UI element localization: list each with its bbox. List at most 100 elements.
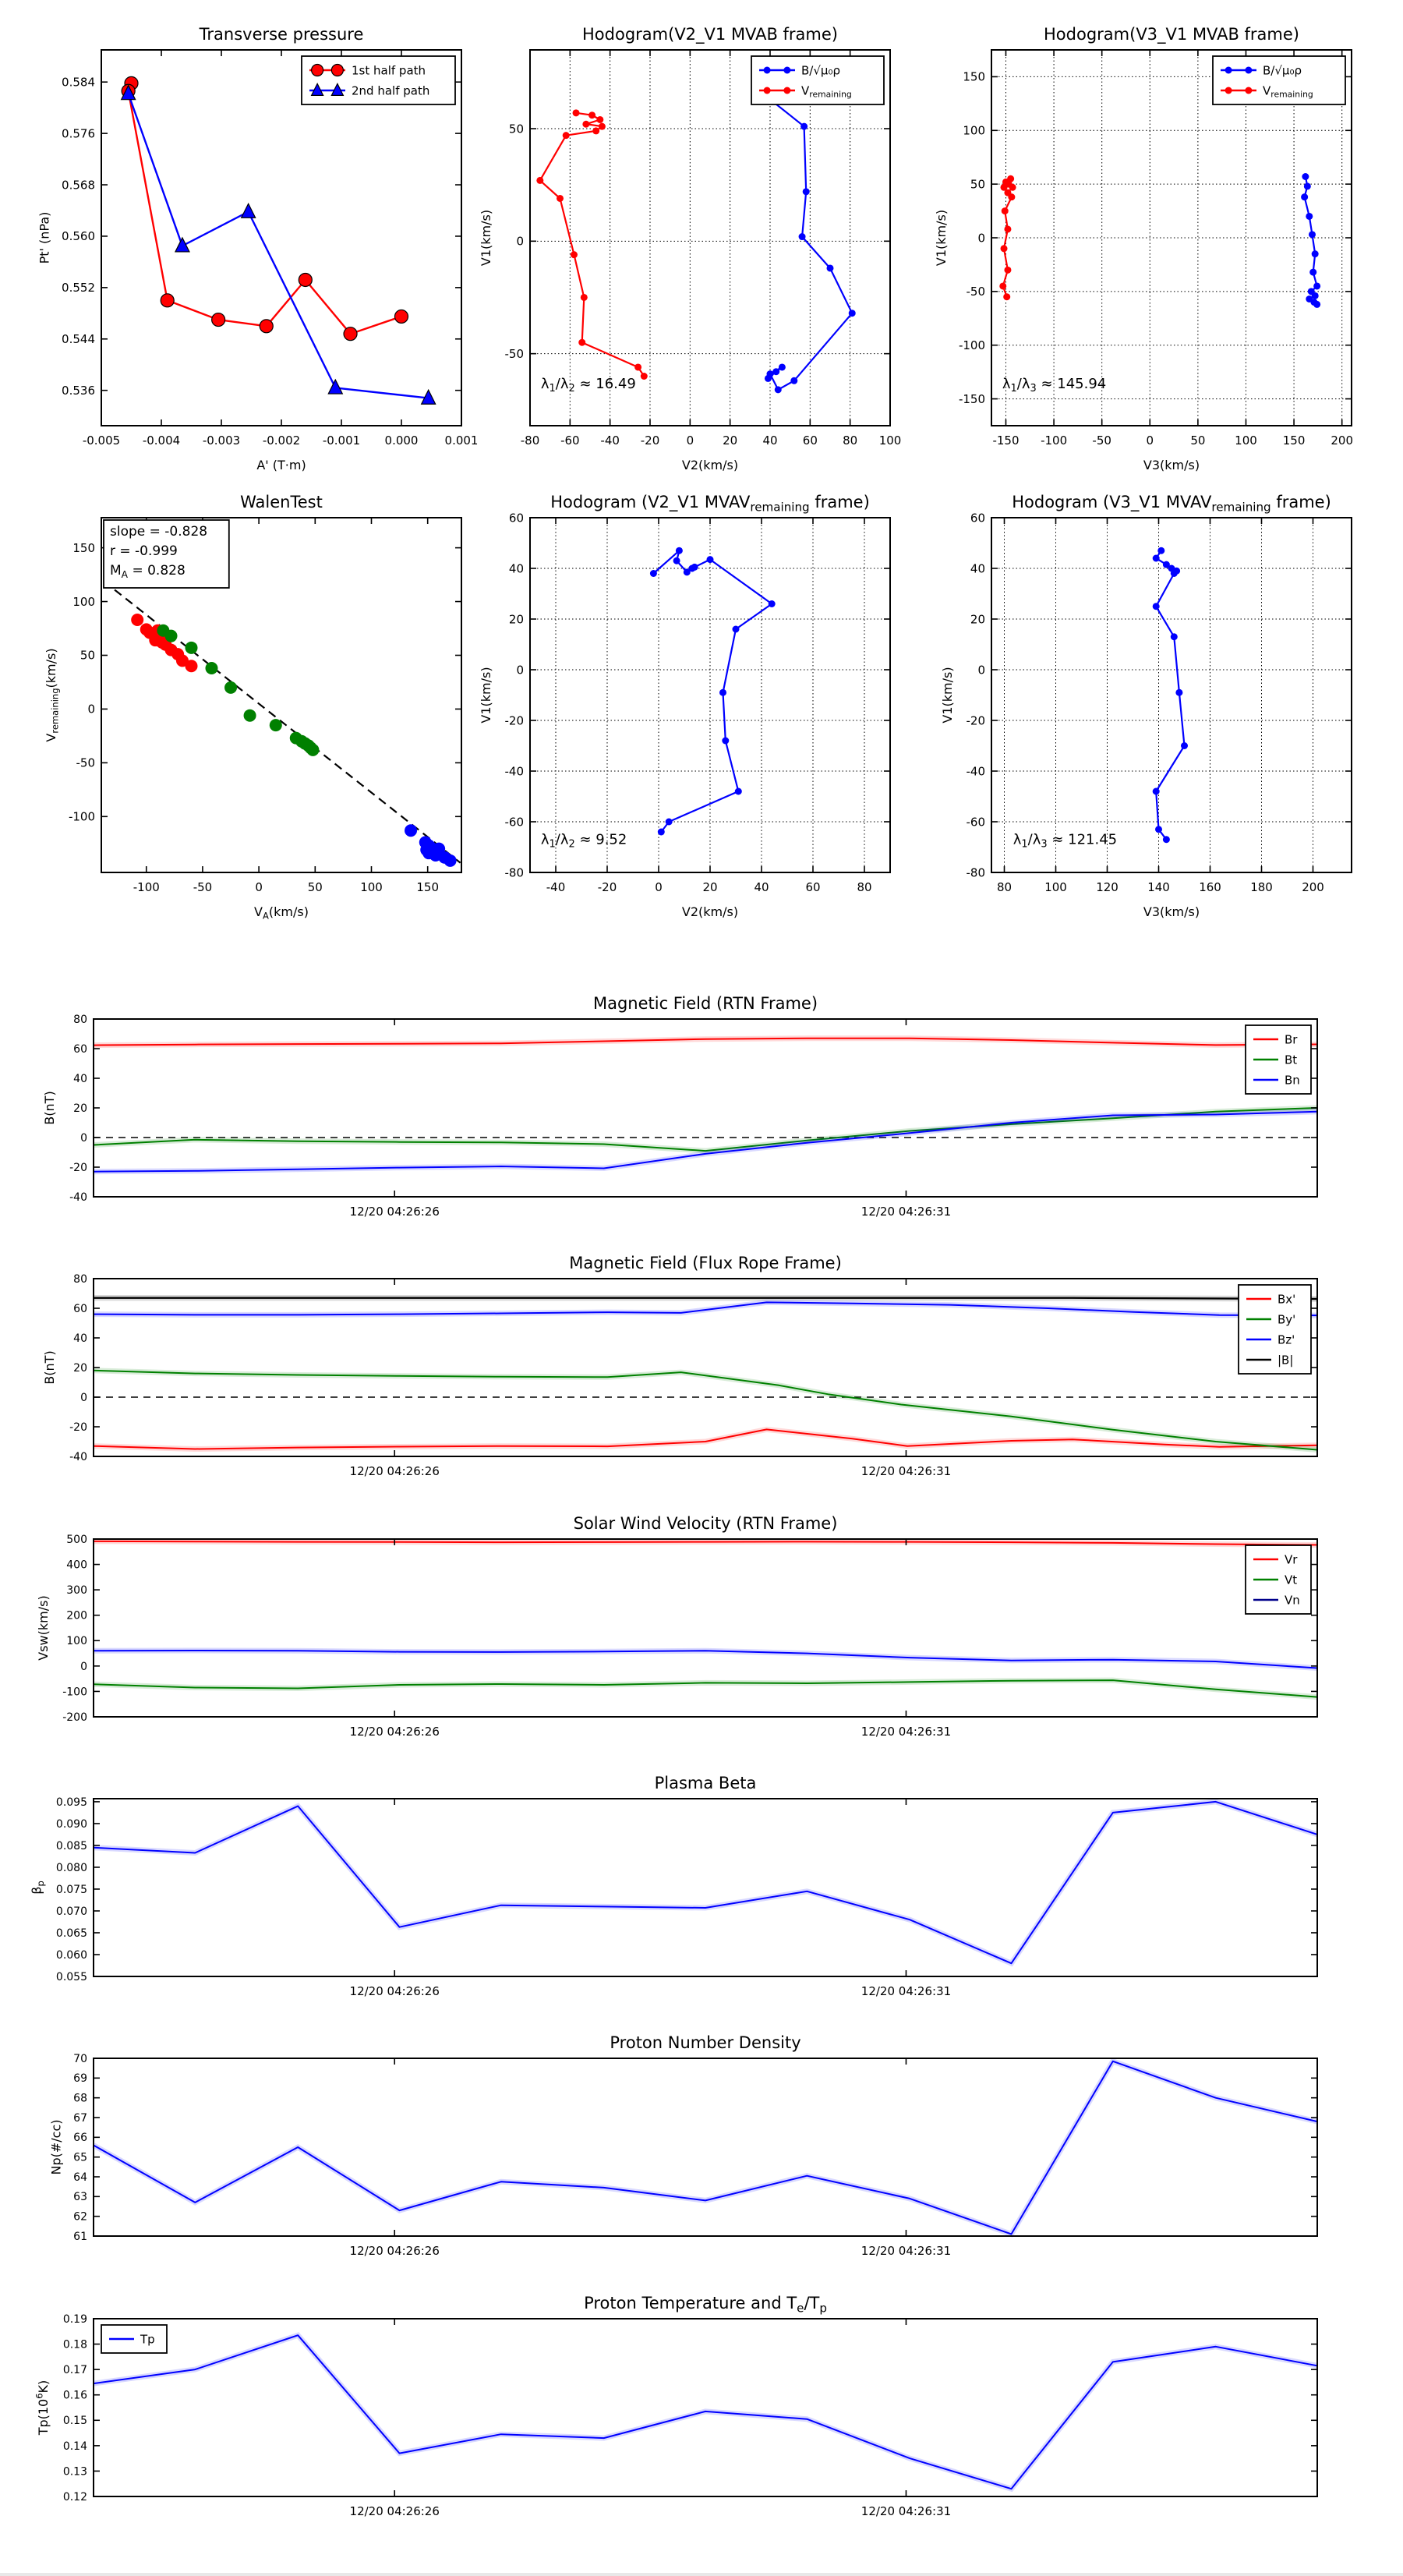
x-tick-label: 0 xyxy=(1147,433,1154,448)
y-tick-label: 66 xyxy=(73,2132,87,2144)
series-b-magnitude-line xyxy=(94,1297,1318,1300)
marker-point xyxy=(706,556,714,564)
marker-point xyxy=(536,176,544,184)
x-tick-label: 200 xyxy=(1302,880,1324,894)
legend-label: |B| xyxy=(1278,1353,1293,1367)
x-tick-label: 80 xyxy=(843,433,857,448)
series-v-remaining-hodogram-markers xyxy=(536,109,648,380)
panel-walen-test: -100 -50 0 50 100 150 -100 -50 0 50 100 150 VA(km/s)… xyxy=(44,493,462,922)
marker-point xyxy=(783,66,791,74)
legend: 1st half path 2nd half path xyxy=(301,55,456,105)
marker-point xyxy=(640,373,648,380)
marker-point xyxy=(1170,570,1178,577)
marker-point xyxy=(160,293,175,308)
lambda-ratio-annotation: λ1/λ3 ≈ 145.94 xyxy=(1002,376,1106,395)
marker-point xyxy=(790,377,798,384)
y-tick-label: 20 xyxy=(73,1102,87,1115)
marker-point xyxy=(405,824,418,837)
marker-point xyxy=(1245,87,1253,94)
legend-label: Tp xyxy=(140,2332,155,2346)
marker-point xyxy=(224,681,238,694)
marker-point xyxy=(205,662,218,675)
panel-hodogram-v3v1-mvab: -150 -100 -50 0 50 100 150 200 -150 -100 -50 0 50 100… xyxy=(934,25,1353,472)
series-v-remaining-hodogram-line xyxy=(539,111,645,377)
marker-point xyxy=(185,641,198,654)
y-tick-label: 0.536 xyxy=(62,384,95,398)
series-v-hodogram-line xyxy=(652,550,773,833)
y-tick-label: 100 xyxy=(72,595,95,609)
y-tick-label: 0 xyxy=(977,231,985,245)
y-tick-label: -80 xyxy=(505,865,525,879)
x-tick-label: 12/20 04:26:31 xyxy=(861,1464,951,1478)
x-tick-label: 20 xyxy=(723,433,737,448)
series-vt-line xyxy=(93,1679,1318,1698)
x-tick-label: 150 xyxy=(416,880,439,894)
marker-point xyxy=(848,310,856,317)
lambda-ratio-annotation: λ1/λ2 ≈ 16.49 xyxy=(541,376,636,395)
x-axis-label: VA(km/s) xyxy=(254,904,309,922)
x-tick-label: 0 xyxy=(687,433,694,448)
y-axis-label: V1(km/s) xyxy=(479,210,493,266)
y-tick-label: -60 xyxy=(967,815,986,829)
y-tick-label: 80 xyxy=(73,1014,87,1026)
y-tick-label: 200 xyxy=(66,1610,87,1622)
y-axis-label: Vsw(km/s) xyxy=(36,1595,51,1660)
marker-point xyxy=(1175,688,1183,696)
x-tick-label: -100 xyxy=(1041,433,1067,448)
series-b-hodogram-markers xyxy=(1301,173,1321,308)
marker-point xyxy=(596,115,604,123)
marker-point xyxy=(420,388,436,405)
y-tick-label: 60 xyxy=(509,511,524,525)
x-tick-label: 60 xyxy=(805,880,820,894)
marker-point xyxy=(634,363,642,371)
y-tick-label: -100 xyxy=(959,338,985,352)
y-tick-label: 50 xyxy=(80,649,95,663)
x-axis-label: V2(km/s) xyxy=(682,904,738,919)
series-tp-line xyxy=(93,2334,1318,2490)
x-tick-label: 160 xyxy=(1199,880,1221,894)
x-tick-label: -150 xyxy=(992,433,1019,448)
legend-label: Bt xyxy=(1285,1053,1297,1067)
y-tick-label: 60 xyxy=(73,1043,87,1056)
marker-point xyxy=(578,338,586,346)
x-tick-label: -50 xyxy=(193,880,213,894)
y-tick-label: -20 xyxy=(967,713,986,727)
panel-title: Plasma Beta xyxy=(655,1774,757,1792)
x-tick-label: 12/20 04:26:31 xyxy=(861,1984,951,1998)
y-tick-label: 40 xyxy=(970,561,985,575)
panel-title: Hodogram (V3_V1 MVAVremaining frame) xyxy=(1012,493,1331,515)
x-tick-label: -80 xyxy=(521,433,540,448)
panel-magnetic-field-flux-rope: 12/20 04:26:26 12/20 04:26:31 -40 -20 0 20 40 6… xyxy=(42,1254,1318,1478)
y-tick-label: 0.18 xyxy=(63,2338,87,2351)
marker-point xyxy=(343,327,358,341)
y-tick-label: 20 xyxy=(970,612,985,626)
legend-label: B/√μ₀ρ xyxy=(1263,63,1302,77)
legend-label: Bn xyxy=(1285,1073,1300,1087)
marker-point xyxy=(774,386,782,394)
y-tick-label: -40 xyxy=(505,764,525,778)
series-first-half-points-markers xyxy=(131,613,198,673)
marker-point xyxy=(826,264,834,272)
marker-point xyxy=(999,282,1007,290)
series-bz-prime-line xyxy=(93,1301,1318,1317)
marker-point xyxy=(732,625,740,633)
series-fit-line-line xyxy=(103,580,461,864)
marker-point xyxy=(657,828,665,836)
x-tick-label: 50 xyxy=(308,880,323,894)
series-second-half-points-markers xyxy=(405,824,457,867)
marker-point xyxy=(175,654,189,667)
y-tick-label: 0 xyxy=(80,1132,87,1145)
x-axis-label: V2(km/s) xyxy=(682,458,738,472)
marker-point xyxy=(1313,282,1321,290)
x-tick-label: 180 xyxy=(1250,880,1273,894)
y-tick-label: 0 xyxy=(80,1661,87,1673)
marker-point xyxy=(1303,182,1311,190)
series-by-prime-line xyxy=(93,1369,1318,1451)
lambda-ratio-annotation: λ1/λ3 ≈ 121.45 xyxy=(1013,832,1117,851)
y-tick-label: -150 xyxy=(959,392,985,406)
x-tick-label: 80 xyxy=(857,880,871,894)
x-tick-label: 0.000 xyxy=(385,433,419,448)
legend-label: 2nd half path xyxy=(352,83,429,97)
y-tick-label: 40 xyxy=(73,1332,87,1345)
